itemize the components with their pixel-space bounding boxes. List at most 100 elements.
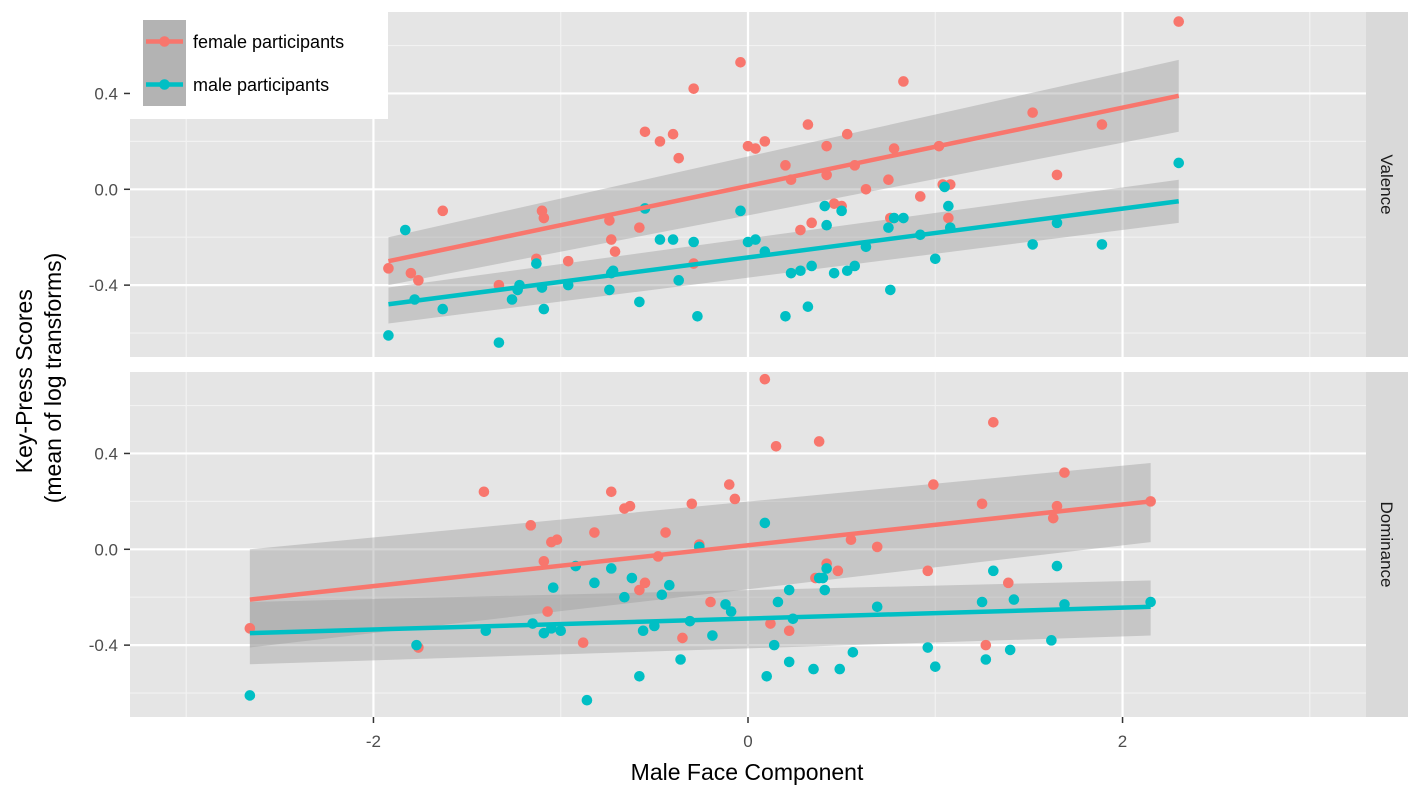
data-point xyxy=(834,663,846,675)
y-tick-label: -0.4 xyxy=(89,636,118,655)
data-point xyxy=(1059,467,1070,478)
x-axis: -2 0 2 xyxy=(366,717,1127,751)
data-point xyxy=(1027,107,1038,118)
data-point xyxy=(759,136,771,147)
data-point xyxy=(589,527,600,538)
data-point xyxy=(922,565,934,577)
x-axis-title: Male Face Component xyxy=(631,759,864,785)
y-tick-label: -0.4 xyxy=(89,276,118,295)
data-point xyxy=(888,143,900,154)
data-point xyxy=(605,486,617,498)
data-point xyxy=(413,275,424,286)
data-point xyxy=(604,284,615,296)
data-point xyxy=(802,301,814,312)
legend-item: male participants xyxy=(143,63,329,106)
data-point xyxy=(383,330,394,341)
data-point xyxy=(795,265,806,277)
data-point xyxy=(399,224,411,236)
data-point xyxy=(988,565,999,577)
data-point xyxy=(845,534,857,546)
data-point xyxy=(806,260,817,272)
data-point xyxy=(795,224,806,236)
data-point xyxy=(589,577,600,589)
data-point xyxy=(675,654,686,665)
data-point xyxy=(813,436,825,447)
data-point xyxy=(639,126,651,138)
data-point xyxy=(729,493,741,505)
data-point xyxy=(673,275,685,286)
data-point xyxy=(667,234,679,245)
data-point xyxy=(723,479,735,490)
data-point xyxy=(1008,594,1020,605)
data-point xyxy=(943,200,954,212)
data-point xyxy=(828,267,840,279)
data-point xyxy=(821,219,832,231)
data-point xyxy=(692,310,703,322)
data-point xyxy=(626,572,638,584)
y-tick-label: 0.4 xyxy=(94,444,118,463)
data-point xyxy=(735,57,746,68)
data-point xyxy=(780,310,791,322)
legend-key-point xyxy=(159,36,170,47)
data-point xyxy=(780,160,791,171)
data-point xyxy=(478,486,490,498)
data-point xyxy=(914,191,926,202)
legend-key-point xyxy=(159,79,170,90)
data-point xyxy=(988,417,999,428)
data-point xyxy=(832,565,844,577)
facet-strip-label: Dominance xyxy=(1377,502,1396,588)
data-point xyxy=(639,577,651,589)
data-point xyxy=(654,136,666,147)
data-point xyxy=(922,642,934,653)
data-point xyxy=(634,584,645,596)
data-point xyxy=(411,639,422,651)
data-point xyxy=(929,661,941,672)
x-tick-label: 0 xyxy=(743,732,752,751)
confidence-band xyxy=(388,59,1179,286)
data-point xyxy=(836,205,847,217)
data-point xyxy=(1096,239,1108,250)
data-point xyxy=(688,236,699,248)
data-point xyxy=(654,234,666,245)
data-point xyxy=(493,337,505,348)
data-point xyxy=(551,534,563,546)
data-point xyxy=(244,690,256,701)
data-point xyxy=(770,440,782,452)
data-point xyxy=(759,517,771,529)
data-point xyxy=(750,143,761,154)
data-point xyxy=(538,555,550,567)
data-point xyxy=(841,128,853,140)
data-point xyxy=(928,479,939,490)
y-tick-label: 0.0 xyxy=(94,540,118,559)
y-axis-title: Key-Press Scores (mean of log transforms… xyxy=(11,253,66,504)
legend: female participants male participants xyxy=(130,12,388,119)
data-point xyxy=(605,234,617,245)
data-point xyxy=(1173,157,1185,169)
data-point xyxy=(555,625,567,637)
trend-line xyxy=(249,499,1151,602)
data-point xyxy=(581,694,593,706)
data-point xyxy=(819,584,831,596)
facet-strip-label: Valence xyxy=(1377,154,1396,214)
data-point xyxy=(885,284,896,296)
data-point xyxy=(667,128,679,140)
data-point xyxy=(785,267,797,279)
data-point xyxy=(686,498,698,510)
data-point xyxy=(783,625,795,637)
data-point xyxy=(768,639,780,651)
trend-line xyxy=(249,604,1151,636)
data-point xyxy=(821,563,832,574)
data-point xyxy=(688,83,699,94)
data-point xyxy=(531,258,542,269)
data-point xyxy=(735,205,746,217)
data-point xyxy=(819,200,831,212)
data-point xyxy=(817,572,829,584)
data-point xyxy=(673,152,685,164)
facet-strip xyxy=(1366,372,1408,717)
y-tick-label: 0.0 xyxy=(94,180,118,199)
data-point xyxy=(1051,217,1063,229)
facet-panel-valence: -0.4 0.0 0.4 Valence xyxy=(89,12,1408,357)
data-point xyxy=(871,601,883,613)
trend-line xyxy=(388,199,1180,307)
